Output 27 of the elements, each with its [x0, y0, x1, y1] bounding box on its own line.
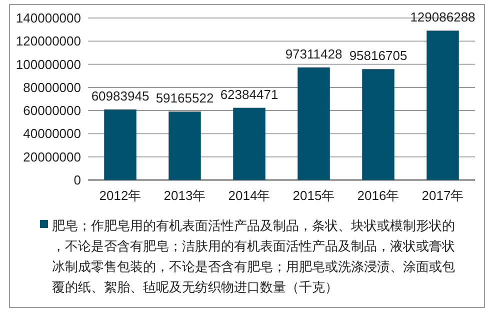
bar: [104, 109, 136, 180]
x-tick-label: 2012年: [99, 188, 142, 203]
y-tick-label: 140000000: [16, 10, 81, 26]
y-tick-label: 0: [74, 172, 81, 188]
data-label: 97311428: [285, 46, 342, 62]
bar: [233, 108, 266, 180]
bar: [298, 67, 330, 180]
data-label: 95816705: [349, 48, 408, 64]
data-label: 60983945: [91, 88, 150, 104]
y-tick-label: 100000000: [16, 56, 81, 72]
y-tick-label: 60000000: [23, 103, 81, 118]
y-tick-label: 120000000: [16, 34, 81, 49]
x-tick-label: 2015年: [292, 188, 335, 203]
bar: [426, 30, 459, 180]
bar: [362, 69, 394, 180]
x-tick-label: 2014年: [228, 188, 270, 203]
y-tick-label: 80000000: [23, 80, 81, 95]
data-label: 129086288: [410, 10, 476, 25]
y-tick-label: 20000000: [23, 149, 81, 164]
x-tick-label: 2016年: [357, 188, 400, 203]
x-tick-label: 2013年: [164, 188, 206, 203]
y-tick-label: 40000000: [23, 126, 81, 142]
bar: [168, 112, 201, 180]
x-tick-label: 2017年: [422, 188, 464, 203]
data-label: 62384471: [220, 86, 278, 102]
data-label: 59165522: [156, 90, 214, 106]
legend: 肥皂；作肥皂用的有机表面活性产品及制品，条状、块状或模制形状的，不论是否含有肥皂；洁肤用的有机表面活性产品及制品，液状或膏状冰制成零售包装的，不论是否含有肥皂；用肥皂或洗涤浸渍、涂面或包覆的纸、絮胎、毡呢及无纺织物进口数量（千克）: [40, 218, 455, 294]
